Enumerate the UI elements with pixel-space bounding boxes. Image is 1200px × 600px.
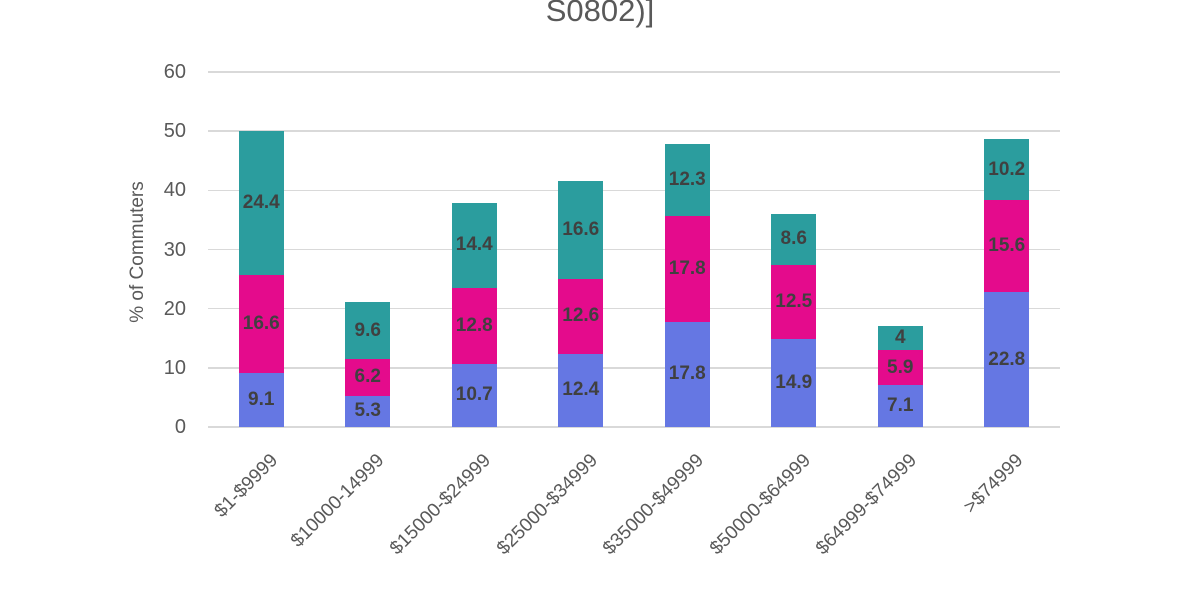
bar-segment: 12.6 bbox=[558, 279, 604, 354]
bar-segment: 15.6 bbox=[984, 199, 1030, 293]
bar-segment-label: 24.4 bbox=[242, 191, 280, 213]
gridline bbox=[208, 307, 1060, 310]
bar-segment-label: 5.3 bbox=[354, 400, 381, 422]
bar-segment: 9.6 bbox=[345, 302, 391, 359]
gridline bbox=[208, 426, 1060, 428]
bar-segment-label: 16.6 bbox=[562, 218, 600, 240]
bar-segment-label: 5.9 bbox=[887, 356, 914, 378]
gridline bbox=[208, 248, 1060, 251]
bar-segment-label: 9.1 bbox=[248, 389, 275, 411]
bar-segment-label: 12.6 bbox=[562, 305, 600, 327]
bar-segment: 4 bbox=[877, 326, 923, 351]
y-tick-label: 10 bbox=[163, 356, 186, 379]
bar-segment: 12.3 bbox=[664, 143, 710, 217]
x-category-label: >$74999 bbox=[960, 450, 1028, 518]
bar-segment-label: 12.4 bbox=[562, 379, 600, 401]
bar-segment: 9.1 bbox=[238, 373, 284, 427]
bar-segment: 22.8 bbox=[984, 292, 1030, 427]
bar-segment-label: 10.7 bbox=[455, 384, 493, 406]
bar-segment: 7.1 bbox=[877, 384, 923, 427]
bar-segment: 14.4 bbox=[451, 202, 497, 288]
x-category-label: $35000-$49999 bbox=[599, 450, 709, 559]
x-category-label: $25000-$34999 bbox=[492, 450, 602, 559]
bar-segment: 16.6 bbox=[238, 274, 284, 374]
bar-segment-label: 22.8 bbox=[988, 348, 1026, 370]
bar-segment: 5.9 bbox=[877, 350, 923, 385]
bar-segment-label: 4 bbox=[894, 327, 906, 349]
y-tick-label: 20 bbox=[163, 297, 186, 320]
gridline bbox=[208, 367, 1060, 369]
bar-segment-label: 14.9 bbox=[775, 371, 813, 393]
bar-segment: 17.8 bbox=[664, 216, 710, 322]
x-category-label: $50000-$64999 bbox=[705, 450, 815, 559]
bar-segment: 12.5 bbox=[771, 264, 817, 339]
bar-segment-label: 9.6 bbox=[354, 319, 381, 341]
y-tick-label: 0 bbox=[174, 416, 186, 438]
bar-segment: 10.2 bbox=[984, 139, 1030, 200]
bar-segment: 14.9 bbox=[771, 338, 817, 427]
bar-segment-label: 15.6 bbox=[988, 234, 1026, 256]
y-tick-label: 60 bbox=[163, 61, 186, 83]
bar-segment-label: 10.2 bbox=[988, 158, 1026, 180]
gridline bbox=[208, 71, 1060, 73]
bar-segment: 5.3 bbox=[345, 395, 391, 427]
gridline bbox=[208, 189, 1060, 192]
y-tick-label: 50 bbox=[163, 120, 186, 143]
bar-segment-label: 17.8 bbox=[668, 258, 706, 280]
bar-segment: 17.8 bbox=[664, 321, 710, 427]
bar-segment: 12.8 bbox=[451, 287, 497, 364]
bar-segment-label: 12.5 bbox=[775, 290, 813, 312]
y-tick-label: 40 bbox=[163, 179, 186, 202]
x-category-label: $64999-$74999 bbox=[812, 450, 922, 559]
bar-segment-label: 17.8 bbox=[668, 363, 706, 385]
gridline bbox=[208, 130, 1060, 132]
bar-segment: 8.6 bbox=[771, 214, 817, 265]
bar-segment-label: 14.4 bbox=[455, 234, 493, 256]
bar-segment-label: 12.3 bbox=[668, 168, 706, 190]
bar-segment: 24.4 bbox=[238, 130, 284, 275]
y-tick-label: 30 bbox=[163, 238, 186, 261]
bar-segment-label: 12.8 bbox=[455, 314, 493, 336]
x-category-label: $10000-14999 bbox=[287, 450, 389, 552]
bar-segment: 16.6 bbox=[558, 180, 604, 280]
chart-title: S0802)] bbox=[545, 0, 655, 28]
bar-segment: 6.2 bbox=[345, 358, 391, 396]
bar-segment-label: 6.2 bbox=[354, 366, 381, 388]
bar-segment-label: 7.1 bbox=[887, 394, 914, 416]
bar-segment: 12.4 bbox=[558, 353, 604, 427]
x-category-label: $15000-$24999 bbox=[386, 450, 496, 559]
bar-segment-label: 16.6 bbox=[242, 313, 280, 335]
bar-segment: 10.7 bbox=[451, 363, 497, 427]
bar-segment-label: 8.6 bbox=[780, 228, 807, 250]
x-category-label: $1-$9999 bbox=[210, 450, 283, 522]
